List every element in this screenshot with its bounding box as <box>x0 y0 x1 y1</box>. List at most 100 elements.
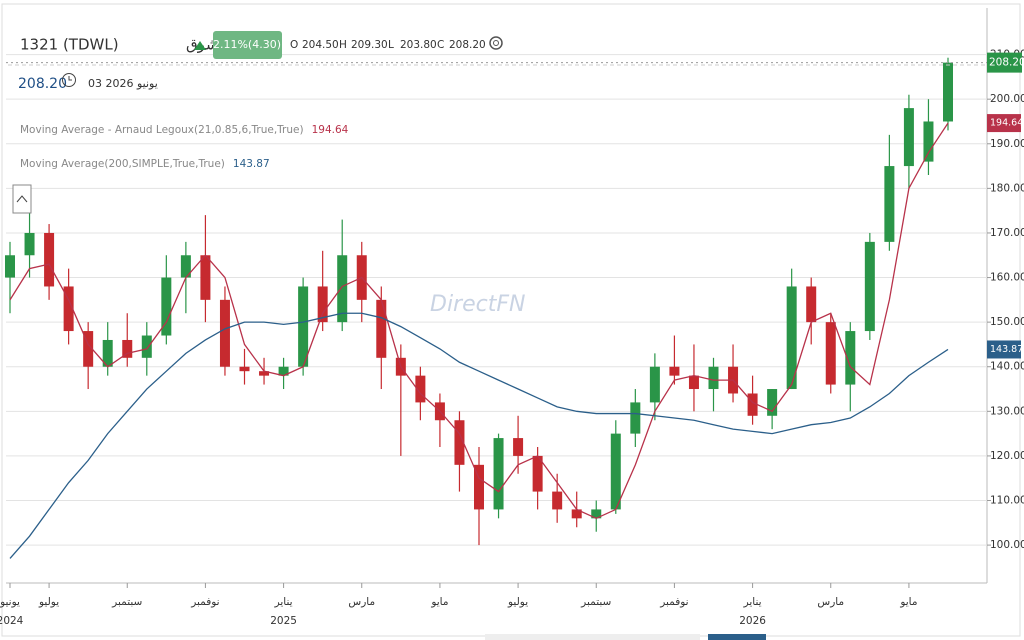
ma-line <box>9 122 949 520</box>
y-tick-label: 200.00 <box>990 93 1024 105</box>
watermark: DirectFN <box>430 292 525 317</box>
candle-body <box>591 509 602 519</box>
y-tick-label: 190.00 <box>990 138 1024 150</box>
x-tick-label: نوفمبر <box>659 596 688 608</box>
legend: Moving Average - Arnaud Legoux(21,0.85,6… <box>20 124 349 170</box>
clock-icon <box>62 73 76 87</box>
candle-body <box>649 366 660 403</box>
candle-body <box>552 491 563 510</box>
candle-body <box>630 402 641 434</box>
x-tick-label: مايو <box>430 596 448 608</box>
candle-body <box>278 366 289 376</box>
x-year-label: 2025 <box>270 615 297 627</box>
last-price-box <box>987 52 1022 73</box>
candle-body <box>806 286 817 323</box>
ma-price-box <box>987 340 1021 359</box>
change-badge[interactable] <box>213 31 282 59</box>
candle-body <box>845 331 856 385</box>
plot <box>5 54 987 559</box>
x-tick-label: يوليو <box>38 596 59 608</box>
candle-body <box>493 438 504 510</box>
ohlc-name: C <box>437 39 444 51</box>
y-tick-label: 160.00 <box>990 272 1024 284</box>
x-year-label: 2026 <box>739 615 766 627</box>
candle-body <box>161 277 172 336</box>
candle-body <box>688 375 699 390</box>
candle-body <box>219 299 230 367</box>
candle-body <box>415 375 426 403</box>
candle-body <box>669 366 680 376</box>
candle-body <box>903 108 914 167</box>
ma-line <box>9 312 949 559</box>
gear-center <box>493 40 499 46</box>
scroll-thumb[interactable] <box>708 634 766 640</box>
legend-name: Moving Average(200,SIMPLE,True,True) <box>20 158 225 170</box>
last-price-label: 208.20 <box>989 57 1024 69</box>
y-tick-label: 170.00 <box>990 227 1024 239</box>
symbol: 1321 (TDWL) <box>20 36 119 54</box>
gear <box>489 36 503 50</box>
x-tick-label: مارس <box>348 596 375 608</box>
ohlc-value: 209.30 <box>351 39 388 51</box>
candle-body <box>180 255 191 278</box>
legend-value: 194.64 <box>312 124 349 136</box>
candle-body <box>532 455 543 492</box>
candle-body <box>317 286 328 323</box>
x-tick-label: مايو <box>899 596 917 608</box>
candle-body <box>943 62 953 122</box>
y-tick-label: 140.00 <box>990 361 1024 373</box>
ohlc-value: 204.50 <box>302 39 339 51</box>
candle-body <box>63 286 74 332</box>
candle-body <box>141 335 152 358</box>
collapse-button[interactable] <box>12 184 32 214</box>
scrollbar[interactable] <box>485 634 700 640</box>
legend-value: 143.87 <box>233 158 270 170</box>
x-tick-label: سبتمبر <box>580 596 611 608</box>
x-tick-label: يوليو <box>507 596 528 608</box>
settings-icon[interactable] <box>489 36 503 50</box>
candle-body <box>44 232 55 287</box>
candle-body <box>200 255 211 300</box>
candle-body <box>474 464 484 510</box>
ohlc-name: H <box>339 39 347 51</box>
ma-price-box <box>987 114 1021 133</box>
candle-body <box>825 322 836 385</box>
candle-body <box>708 366 719 390</box>
ohlc-name: L <box>388 39 394 51</box>
candle-body <box>454 420 465 465</box>
legend-name: Moving Average - Arnaud Legoux(21,0.85,6… <box>20 124 304 136</box>
x-year-label: 2024 <box>0 615 24 627</box>
clock-hand <box>68 76 72 81</box>
ohlc: O 204.50 H 209.30 L 203.80 C 208.20 <box>290 39 486 51</box>
candle-body <box>767 389 778 416</box>
candle-body <box>884 166 895 242</box>
candle-body <box>298 286 309 367</box>
x-tick-label: سبتمبر <box>111 596 142 608</box>
candle-body <box>513 438 524 456</box>
candle-body <box>24 232 35 256</box>
x-tick-label: نوفمبر <box>190 596 219 608</box>
collapse-arrow <box>16 195 28 203</box>
candle-body <box>747 393 758 416</box>
ohlc-value: 208.20 <box>449 39 486 51</box>
candle-body <box>102 339 113 367</box>
ma-price-label: 194.64 <box>990 118 1023 129</box>
candle-body <box>376 299 387 358</box>
change-label: 2.11%(4.30) <box>213 38 281 51</box>
candle-body <box>571 509 582 519</box>
candle-body <box>259 371 270 376</box>
y-tick-label: 110.00 <box>990 495 1024 507</box>
x-tick-label: يناير <box>274 596 293 608</box>
ohlc-name: O <box>290 39 298 51</box>
y-tick-label: 120.00 <box>990 450 1024 462</box>
x-tick-label: يناير <box>743 596 762 608</box>
candle-body <box>5 255 15 278</box>
x-tick-label: مارس <box>817 596 844 608</box>
ohlc-value: 203.80 <box>400 39 437 51</box>
candle-body <box>923 121 934 162</box>
candle-body <box>122 339 133 358</box>
cursor-date: 03 2026 يونيو <box>88 77 158 90</box>
candle-body <box>239 366 250 372</box>
